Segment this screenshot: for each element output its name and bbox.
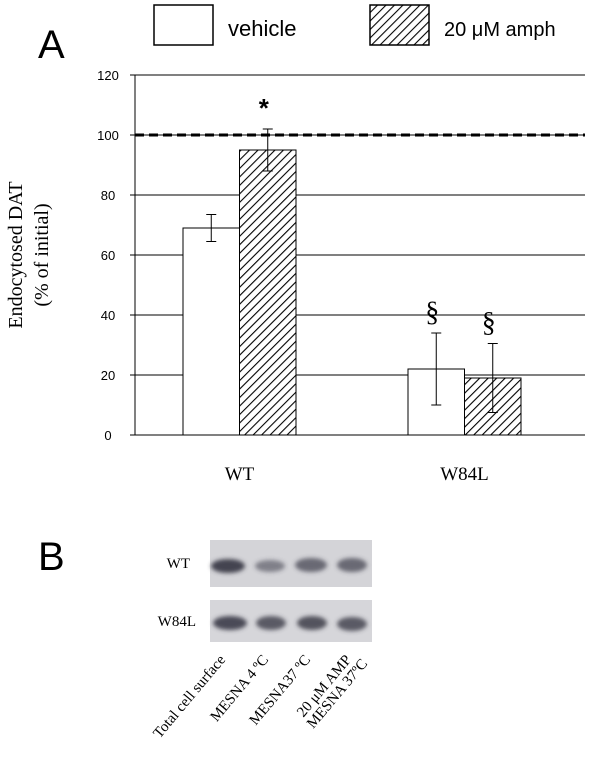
- y-tick-label: 100: [97, 128, 119, 143]
- legend-swatch: [153, 4, 214, 46]
- y-tick-label: 60: [101, 248, 115, 263]
- y-tick-label: 20: [101, 368, 115, 383]
- blot-row-label: WT: [167, 556, 190, 572]
- legend-label: vehicle: [228, 16, 296, 41]
- blot-row-label: W84L: [158, 614, 196, 630]
- blot-image: [210, 540, 372, 642]
- bar: [239, 149, 297, 436]
- y-tick-label: 40: [101, 308, 115, 323]
- annotation: §: [425, 297, 439, 328]
- x-tick-label: W84L: [440, 464, 489, 485]
- x-tick-label: WT: [225, 464, 255, 485]
- legend-swatch: [369, 4, 430, 46]
- blot-column-label: Total cell surface: [151, 652, 230, 741]
- panel-label: B: [38, 535, 65, 579]
- y-axis-label: Endocytosed DAT: [5, 181, 27, 328]
- legend-label: 20 μM amph: [444, 19, 556, 41]
- y-tick-label: 0: [104, 428, 111, 443]
- annotation: *: [259, 93, 270, 123]
- y-tick-label: 80: [101, 188, 115, 203]
- panel-label: A: [38, 23, 65, 67]
- y-tick-label: 120: [97, 68, 119, 83]
- annotation: §: [482, 308, 496, 339]
- y-axis-label: (% of initial): [31, 203, 53, 306]
- bar: [182, 227, 240, 436]
